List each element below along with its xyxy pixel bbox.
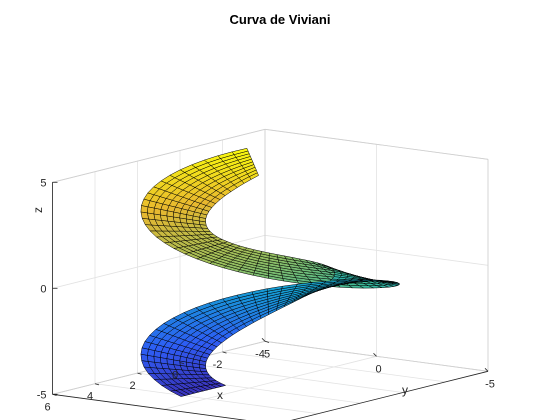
y-tick	[484, 368, 489, 372]
y-tick-label: 0	[375, 363, 381, 375]
z-tick-label: -5	[37, 389, 47, 401]
x-axis-line	[52, 393, 247, 420]
y-tick	[261, 338, 266, 342]
x-tick	[137, 372, 142, 375]
chart-title: Curva de Viviani	[230, 12, 331, 27]
x-tick-label: 0	[172, 370, 178, 382]
viviani-surface	[140, 148, 401, 397]
x-tick-label: 2	[129, 380, 135, 392]
surface-patch	[191, 159, 209, 168]
y-axis-label: y	[402, 383, 408, 397]
y-axis-line	[291, 370, 489, 420]
x-tick-label: 4	[87, 391, 93, 403]
x-tick	[222, 351, 227, 354]
grid-line	[264, 234, 489, 266]
grid-line	[163, 355, 377, 410]
z-axis-label: z	[31, 207, 45, 213]
x-tick	[179, 362, 185, 365]
y-tick	[373, 353, 377, 357]
surface-patch	[195, 302, 213, 311]
axes: -4 -2 0 2 4 6 5 0 -5 -5 0 5	[37, 177, 495, 420]
x-axis-label: x	[217, 388, 223, 402]
y-tick-label: 5	[264, 348, 270, 360]
box-edge	[264, 128, 489, 160]
x-tick-label: -2	[213, 359, 223, 371]
x-tick	[264, 340, 270, 343]
box-edge	[52, 128, 266, 183]
z-tick-label: 0	[40, 283, 46, 295]
x-tick	[94, 383, 100, 386]
grid-line	[52, 393, 247, 420]
z-tick-label: 5	[40, 177, 46, 189]
y-tick-label: -5	[485, 378, 495, 390]
x-tick-label: 6	[44, 401, 50, 413]
x-tick-label: -4	[255, 348, 265, 360]
